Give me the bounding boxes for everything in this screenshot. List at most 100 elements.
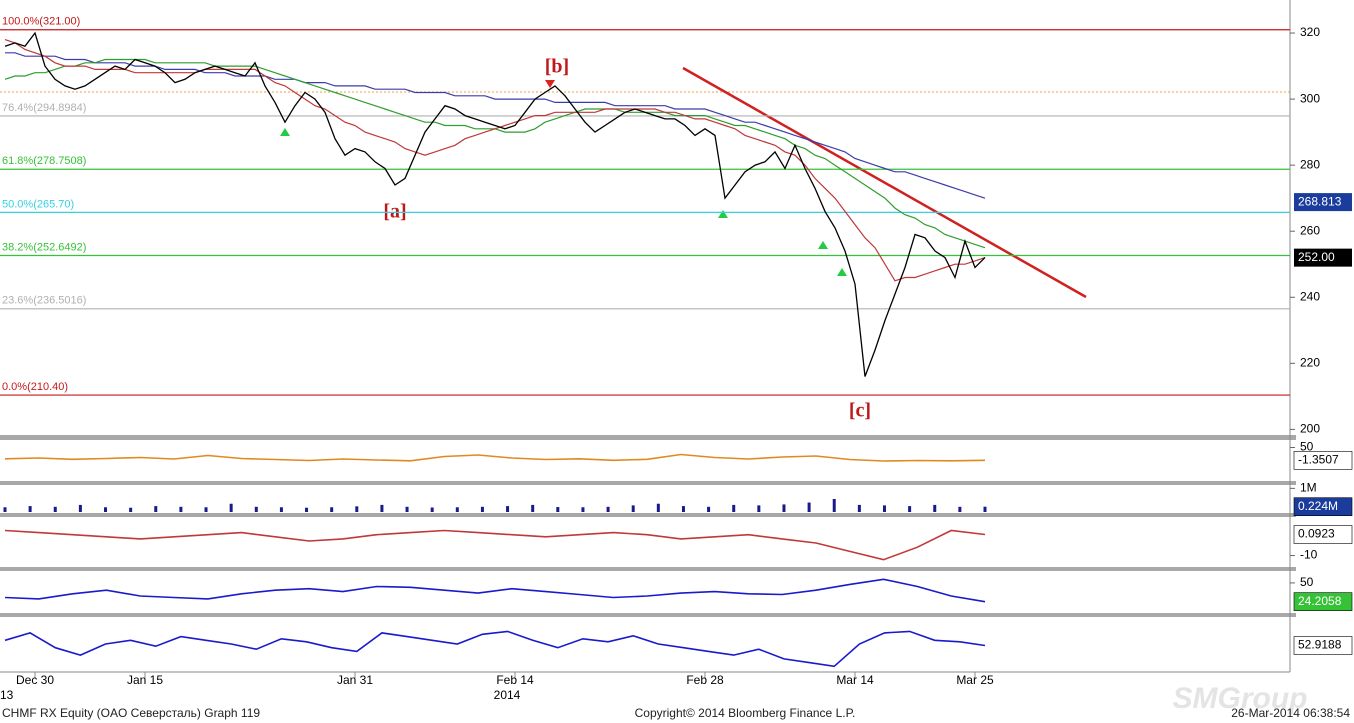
trend-line <box>682 66 1087 299</box>
y-tick-label: -10 <box>1300 548 1318 562</box>
y-tick-label: 280 <box>1300 157 1320 171</box>
volume-bar <box>933 504 937 512</box>
x-tick-label: Jan 31 <box>337 673 373 687</box>
indicator-line <box>4 453 986 462</box>
value-tag-box <box>1293 497 1353 517</box>
level-label: 100.0%(321.00) <box>2 16 80 28</box>
moving-average <box>4 39 986 282</box>
volume-bar <box>732 504 736 512</box>
volume-bar <box>380 504 384 512</box>
volume-bar <box>279 507 283 512</box>
y-tick-label: 50 <box>1300 575 1314 589</box>
volume-bar <box>154 506 158 512</box>
volume-bar <box>757 505 761 512</box>
volume-bar <box>707 506 711 512</box>
watermark: SMGroup <box>1173 682 1308 715</box>
volume-bar <box>330 507 334 512</box>
panel-separator <box>0 481 1296 485</box>
volume-bar <box>28 506 32 512</box>
volume-bar <box>179 506 183 512</box>
indicator-line <box>4 529 986 561</box>
footer-left: CHMF RX Equity (OAO Северсталь) Graph 11… <box>2 706 260 720</box>
panel-separator <box>0 513 1296 517</box>
signal-marker <box>545 80 555 88</box>
panel-separator <box>0 613 1296 617</box>
volume-bar <box>506 506 510 512</box>
volume-bar <box>129 507 133 512</box>
value-tag-box <box>1293 636 1353 655</box>
indicator-line <box>4 578 986 603</box>
volume-bar <box>104 507 108 512</box>
y-tick-label: 300 <box>1300 91 1320 105</box>
moving-average <box>5 52 986 199</box>
volume-bar <box>556 507 560 512</box>
footer-center: Copyright© 2014 Bloomberg Finance L.P. <box>635 706 856 720</box>
value-tag: 0.224M <box>1298 499 1338 513</box>
volume-bar <box>581 507 585 512</box>
volume-bar <box>53 506 57 512</box>
volume-bar <box>782 504 786 512</box>
price-tag-box <box>1294 248 1352 267</box>
panel-separator <box>0 435 1296 440</box>
y-tick-label: 260 <box>1300 223 1320 237</box>
value-tag: -1.3507 <box>1298 453 1339 467</box>
volume-bar <box>355 506 359 512</box>
volume-bar <box>958 506 962 512</box>
annotation: [b] <box>545 56 569 78</box>
level-label: 23.6%(236.5016) <box>2 295 86 307</box>
volume-bar <box>254 506 258 512</box>
y-tick-label: 200 <box>1300 422 1320 436</box>
x-tick-label: Mar 14 <box>836 673 874 687</box>
price-tag: 268.813 <box>1298 194 1342 208</box>
x-tick-label: Mar 25 <box>956 673 994 687</box>
value-tag-box <box>1293 525 1353 544</box>
volume-bar <box>857 504 861 512</box>
price-tag: 252.00 <box>1298 250 1335 264</box>
price-tag-box <box>1294 193 1352 212</box>
volume-bar <box>882 505 886 512</box>
volume-bar <box>606 506 610 512</box>
y-tick-label: 320 <box>1300 25 1320 39</box>
x-tick-label: Feb 14 <box>496 673 534 687</box>
volume-bar <box>908 506 912 512</box>
y-tick-label: 50 <box>1300 440 1314 454</box>
y-tick-label: 220 <box>1300 356 1320 370</box>
volume-bar <box>681 506 685 512</box>
annotation: [a] <box>383 201 406 223</box>
separators <box>0 0 1296 673</box>
volume-bar <box>832 499 836 512</box>
value-tag: 52.9188 <box>1298 638 1342 652</box>
volume-bar <box>229 503 233 512</box>
x-tick-label: Feb 28 <box>686 673 724 687</box>
volume-bar <box>656 503 660 512</box>
level-label: 50.0%(265.70) <box>2 198 74 210</box>
volume-bar <box>305 507 309 512</box>
volume-bar <box>430 507 434 512</box>
volume-bar <box>480 506 484 512</box>
x-sublabel: 2014 <box>494 688 521 702</box>
x-tick-label: Jan 15 <box>127 673 163 687</box>
level-label: 76.4%(294.8984) <box>2 102 86 114</box>
x-sublabel: 13 <box>0 688 14 702</box>
volume-bar <box>78 504 82 512</box>
panel-separator <box>0 567 1296 571</box>
volume-bar <box>204 507 208 512</box>
x-tick-label: Dec 30 <box>16 673 54 687</box>
value-tag-box <box>1293 451 1353 470</box>
level-label: 38.2%(252.6492) <box>2 241 86 253</box>
volume-bar <box>631 505 635 512</box>
volume-bar <box>455 507 459 512</box>
level-label: 61.8%(278.7508) <box>2 155 86 167</box>
volume-bar <box>807 502 811 512</box>
footer-right: 26-Mar-2014 06:38:54 <box>1231 706 1350 720</box>
value-tag-box <box>1293 592 1353 611</box>
y-tick-label: 240 <box>1300 289 1320 303</box>
indicator-line <box>4 630 986 668</box>
volume-bar <box>531 504 535 512</box>
price-line <box>4 31 986 377</box>
volume-bar <box>3 507 7 512</box>
level-label: 0.0%(210.40) <box>2 381 68 393</box>
volume-bar <box>405 506 409 512</box>
